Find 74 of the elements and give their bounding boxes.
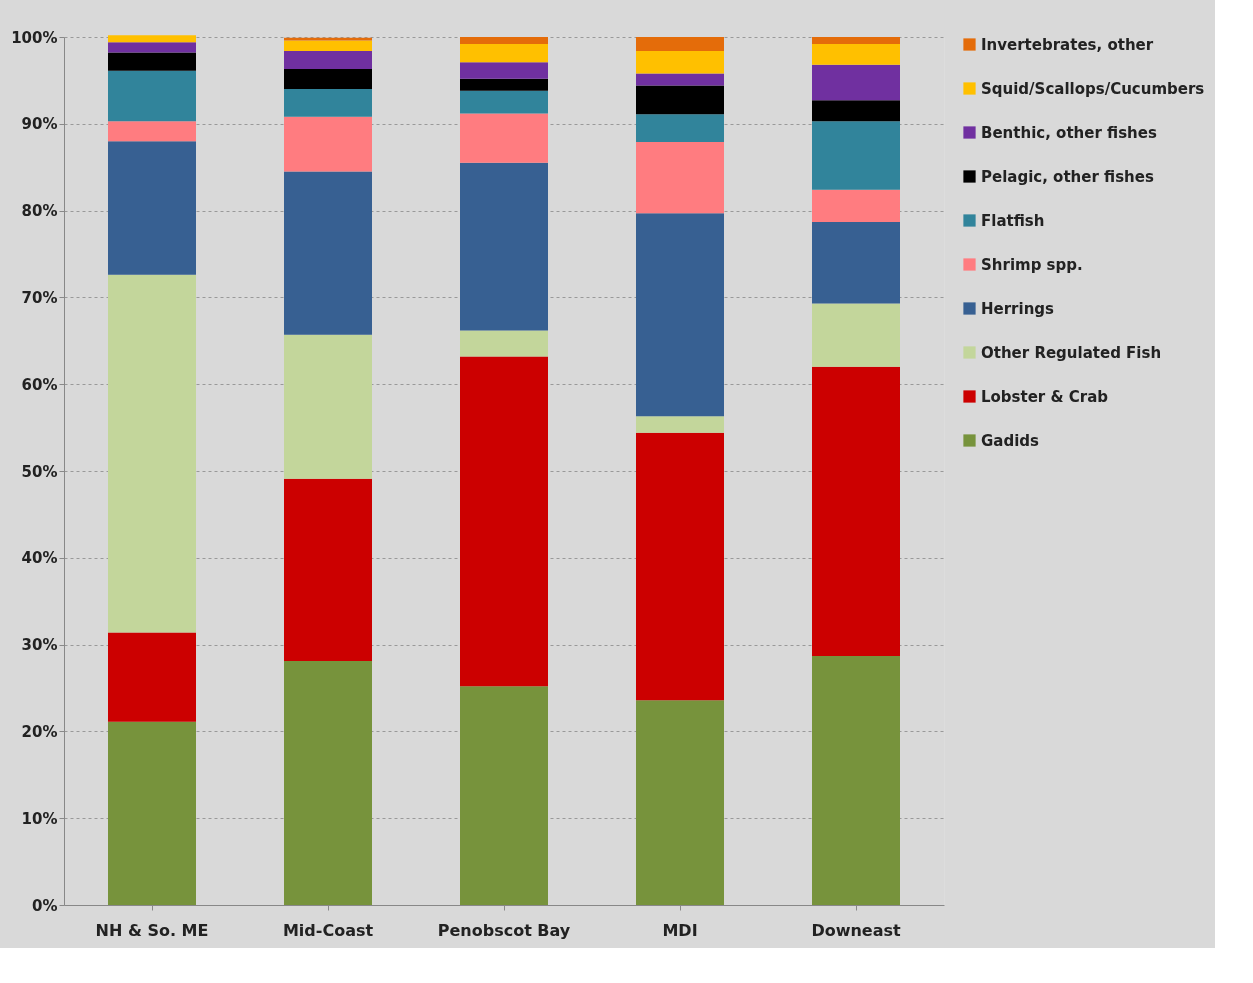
bar [284,478,372,662]
bar [460,62,548,79]
legend-label: Benthic, other fishes [981,123,1157,142]
y-tick-label: 90% [21,115,58,134]
legend-label: Flatfish [981,211,1045,230]
x-tick-label: NH & So. ME [95,920,209,940]
bar [108,632,196,722]
legend-label: Other Regulated Fish [981,343,1162,362]
y-tick-label: 100% [11,28,58,47]
bar [636,50,724,74]
bar [812,655,900,905]
bar [636,416,724,433]
bar [460,162,548,331]
bar [284,116,372,172]
x-tick-label: Mid-Coast [282,920,374,940]
y-tick-label: 30% [21,636,58,655]
bar [108,70,196,122]
bar [284,171,372,335]
bar [812,37,900,44]
bar [460,330,548,357]
bar [460,113,548,163]
y-tick-label: 70% [21,288,58,307]
bar [108,42,196,53]
bar [812,100,900,122]
bar [812,366,900,656]
bar [108,274,196,633]
bar [460,43,548,63]
bar [284,89,372,117]
bar [284,50,372,70]
bar [460,686,548,905]
legend-label: Squid/Scallops/Cucumbers [981,79,1205,98]
legend-label: Pelagic, other fishes [981,167,1154,186]
legend-label: Gadids [981,431,1040,450]
bar [284,661,372,905]
bar [108,721,196,905]
y-tick-label: 0% [32,896,58,915]
y-tick-label: 60% [21,375,58,394]
legend-label: Shrimp spp. [981,255,1083,274]
legend-label: Herrings [981,299,1055,318]
bar [284,69,372,90]
bar [636,213,724,417]
legend-label: Invertebrates, other [981,35,1154,54]
bar [108,121,196,142]
x-tick-label: Penobscot Bay [437,920,571,940]
bar [812,64,900,101]
bar [460,356,548,687]
bar [284,334,372,479]
y-tick-label: 20% [21,722,58,741]
bar [812,221,900,304]
bar [636,700,724,905]
bar [636,142,724,214]
bar [460,90,548,114]
x-tick-label: Downeast [811,920,901,940]
bar [636,432,724,701]
bar [812,303,900,367]
y-tick-label: 80% [21,202,58,221]
y-tick-label: 40% [21,549,58,568]
bar [460,37,548,44]
y-tick-label: 10% [21,809,58,828]
bar [636,73,724,86]
legend-label: Lobster & Crab [981,387,1109,406]
bar [812,121,900,190]
bar [108,141,196,275]
bar [812,189,900,222]
bar [284,40,372,51]
bar [108,35,196,43]
y-tick-label: 50% [21,462,58,481]
bar [812,43,900,65]
x-tick-label: MDI [662,920,698,940]
bar [460,78,548,91]
bar [636,37,724,51]
bar [108,52,196,71]
bar [636,85,724,115]
bar [636,114,724,143]
